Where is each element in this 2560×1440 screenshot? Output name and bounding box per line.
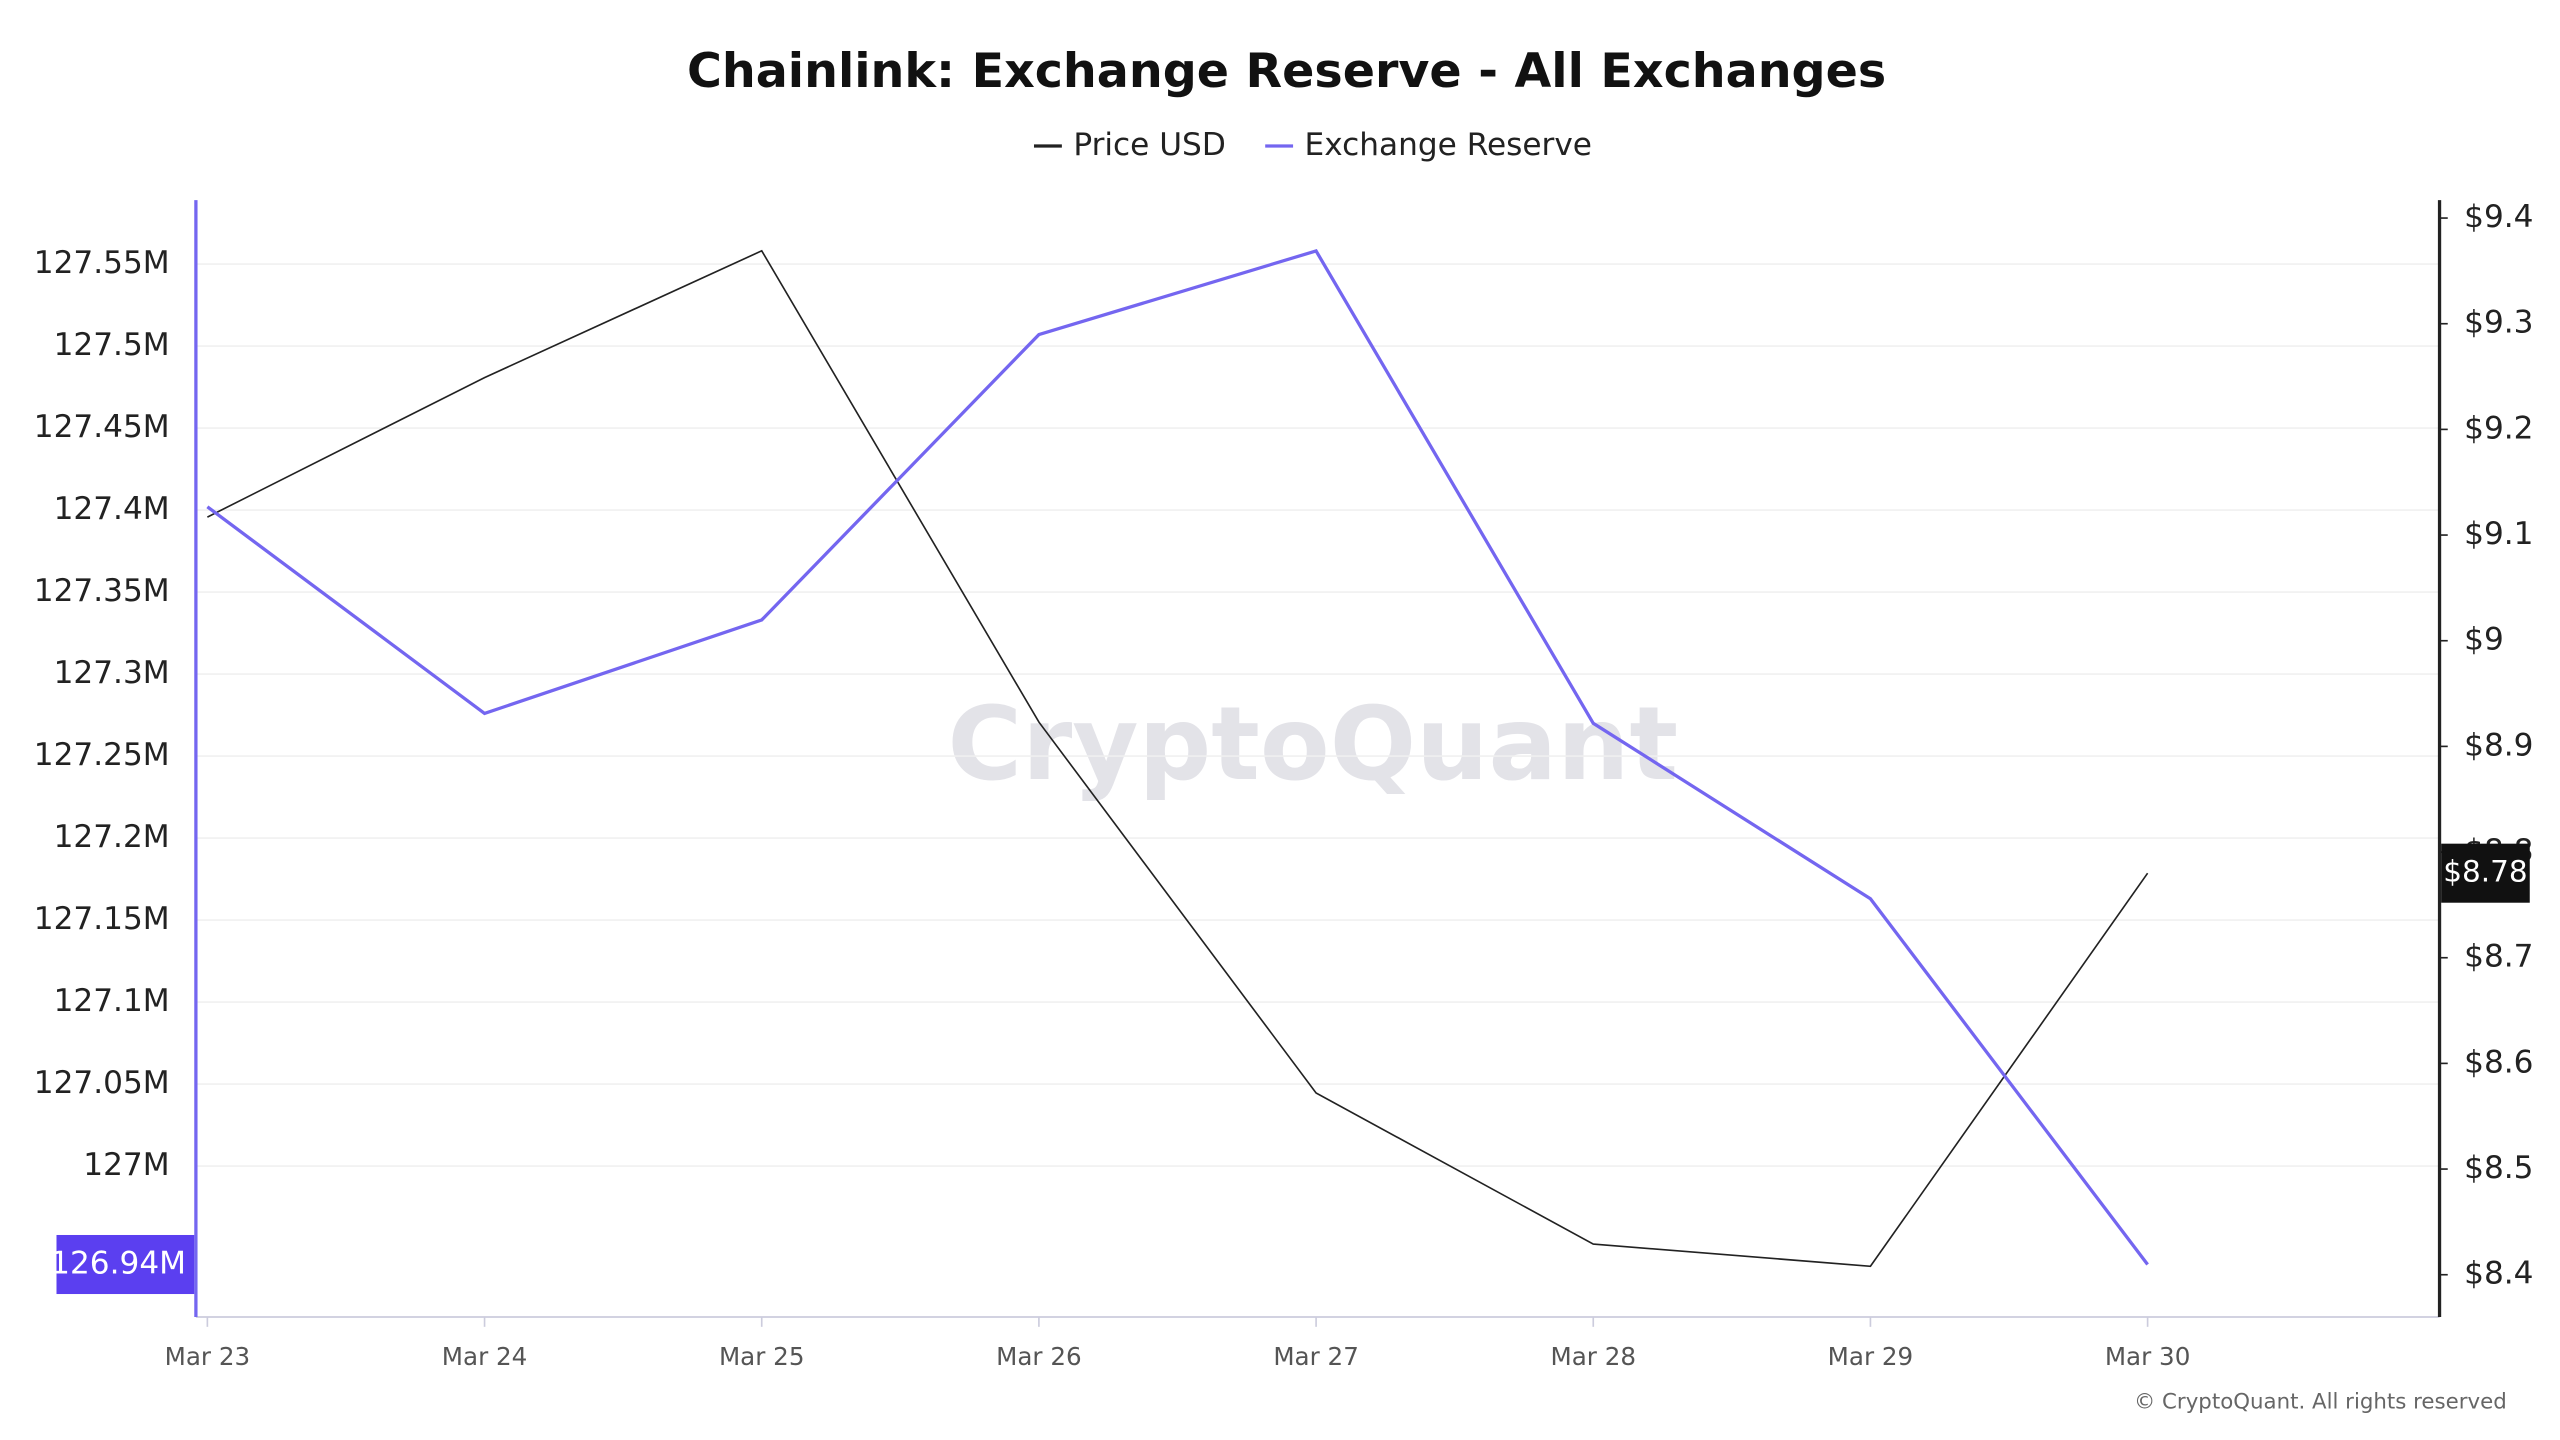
value-label-bg <box>56 1234 195 1295</box>
value-label: 126.94M <box>50 1246 186 1282</box>
y2-tick-label: $9.1 <box>2464 516 2533 552</box>
y-tick-label: 127.05M <box>34 1065 170 1101</box>
y-tick-label: 127.5M <box>54 327 170 363</box>
series-line <box>206 248 2149 1266</box>
legend-label: Price USD <box>1073 127 1225 163</box>
series-line <box>207 249 2149 1268</box>
x-tick-label: Mar 30 <box>2105 1342 2191 1371</box>
y2-tick-label: $8.4 <box>2464 1256 2533 1292</box>
x-tick-label: Mar 24 <box>442 1342 528 1371</box>
y-tick-label: 127.4M <box>54 491 170 527</box>
x-tick-label: Mar 29 <box>1828 1342 1914 1371</box>
y-tick-label: 127.3M <box>54 655 170 691</box>
x-tick-label: Mar 23 <box>165 1342 251 1371</box>
x-tick-label: Mar 25 <box>719 1342 805 1371</box>
x-tick-label: Mar 26 <box>996 1342 1082 1371</box>
y2-tick-label: $8.9 <box>2464 727 2533 763</box>
watermark: CryptoQuant <box>947 685 1678 803</box>
y-tick-label: 127.2M <box>54 819 170 855</box>
y2-tick-label: $8.6 <box>2464 1044 2533 1080</box>
y2-tick-label: $9.4 <box>2464 199 2533 235</box>
legend-label: Exchange Reserve <box>1305 127 1592 163</box>
y2-tick-label: $8.7 <box>2464 939 2533 975</box>
y-tick-label: 127.15M <box>34 901 170 937</box>
y-tick-label: 127M <box>83 1147 169 1183</box>
value-label: $8.78 <box>2443 855 2528 889</box>
y-tick-label: 127.25M <box>34 737 170 773</box>
y2-tick-label: $9.3 <box>2464 305 2533 341</box>
y2-tick-label: $9 <box>2464 622 2504 658</box>
x-tick-label: Mar 28 <box>1550 1342 1636 1371</box>
copyright: © CryptoQuant. All rights reserved <box>2134 1389 2507 1414</box>
y2-tick-label: $9.2 <box>2464 410 2533 446</box>
x-tick-label: Mar 27 <box>1273 1342 1359 1371</box>
y2-tick-label: $8.5 <box>2464 1150 2533 1186</box>
y-tick-label: 127.35M <box>34 573 170 609</box>
value-label-bg <box>2441 843 2530 903</box>
y-tick-label: 127.55M <box>34 245 170 281</box>
y-tick-label: 127.1M <box>54 983 170 1019</box>
y-tick-label: 127.45M <box>34 409 170 445</box>
chart-title: Chainlink: Exchange Reserve - All Exchan… <box>687 44 1886 99</box>
